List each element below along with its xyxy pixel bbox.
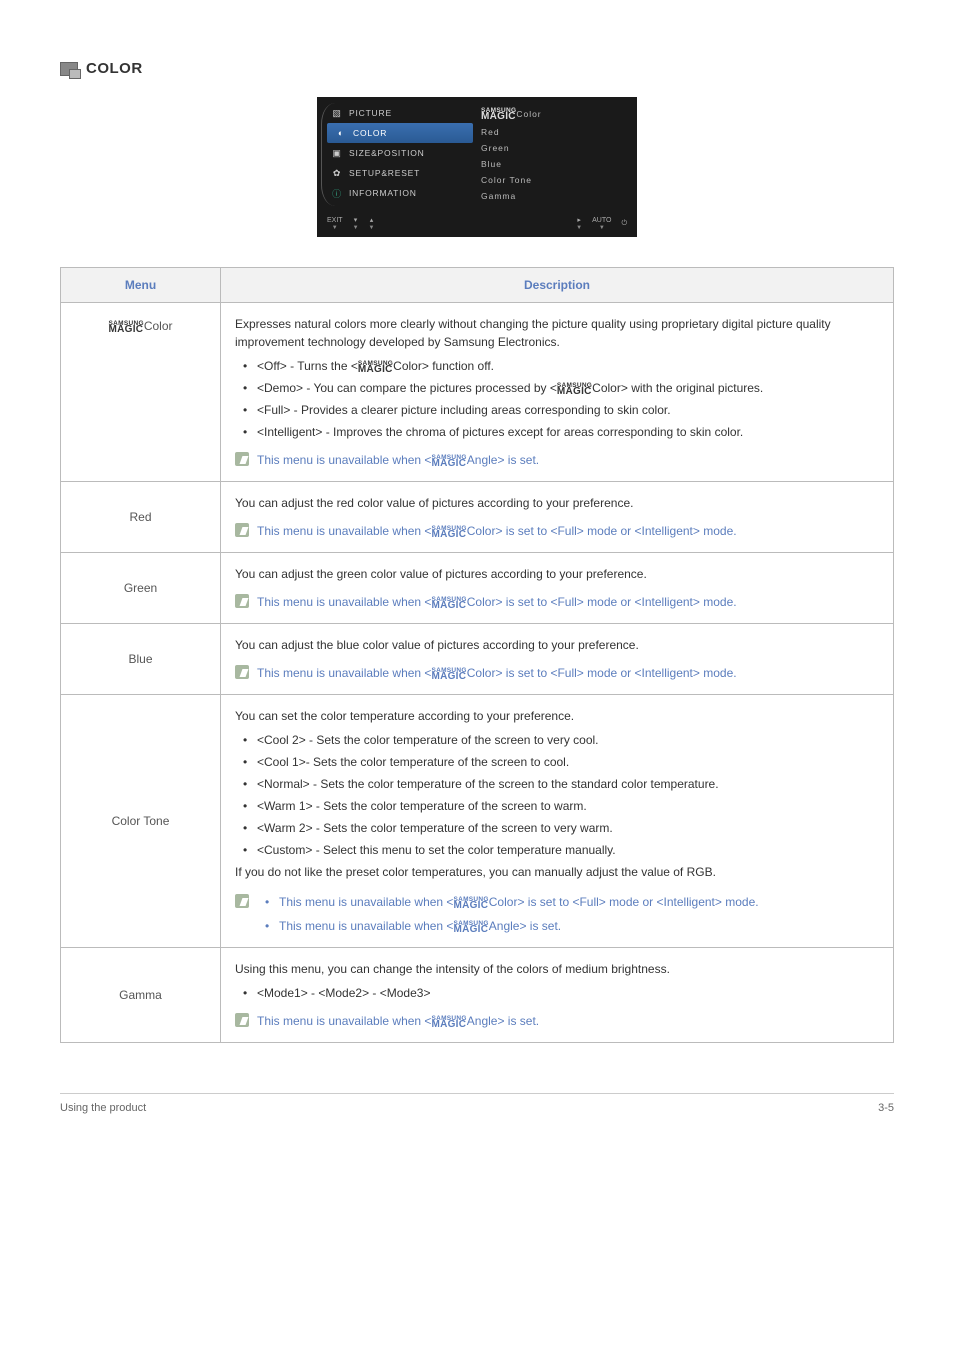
gear-icon: ✿: [331, 167, 343, 179]
description-table: Menu Description SAMSUNGMAGICColor Expre…: [60, 267, 894, 1043]
list-item: <Normal> - Sets the color temperature of…: [235, 775, 879, 793]
note-text: This menu is unavailable when <SAMSUNGMA…: [235, 1012, 879, 1030]
table-header-row: Menu Description: [61, 268, 894, 303]
osd-exit-button: EXIT▼: [327, 217, 343, 231]
osd-right-gamma: Gamma: [481, 188, 629, 204]
osd-right-red: Red: [481, 124, 629, 140]
desc-cell-colortone: You can set the color temperature accord…: [221, 695, 894, 948]
osd-item-setup: ✿SETUP&RESET: [317, 163, 473, 183]
osd-up-button: ▴▼: [369, 216, 375, 231]
colortone-intro: You can set the color temperature accord…: [235, 707, 879, 725]
osd-panel: ▧PICTURE ◐COLOR ▣SIZE&POSITION ✿SETUP&RE…: [317, 97, 637, 237]
osd-right-green: Green: [481, 140, 629, 156]
desc-cell-magiccolor: Expresses natural colors more clearly wi…: [221, 303, 894, 482]
note-icon: [235, 1013, 249, 1027]
list-item: <Full> - Provides a clearer picture incl…: [235, 401, 879, 419]
section-header: COLOR: [60, 60, 894, 77]
osd-power-button: ⏻: [621, 220, 627, 228]
screens-icon: [60, 62, 78, 76]
colortone-afterlist: If you do not like the preset color temp…: [235, 863, 879, 881]
table-row: Red You can adjust the red color value o…: [61, 482, 894, 553]
list-item: <Warm 2> - Sets the color temperature of…: [235, 819, 879, 837]
table-row: SAMSUNGMAGICColor Expresses natural colo…: [61, 303, 894, 482]
menu-cell-colortone: Color Tone: [61, 695, 221, 948]
section-title: COLOR: [86, 60, 143, 77]
note-text: This menu is unavailable when <SAMSUNGMA…: [235, 522, 879, 540]
list-item: <Demo> - You can compare the pictures pr…: [235, 379, 879, 397]
note-icon: [235, 594, 249, 608]
osd-right-blue: Blue: [481, 156, 629, 172]
osd-right-menu: SAMSUNGMAGICColor Red Green Blue Color T…: [477, 97, 637, 212]
menu-cell-blue: Blue: [61, 624, 221, 695]
picture-icon: ▧: [331, 107, 343, 119]
list-item: <Cool 1>- Sets the color temperature of …: [235, 753, 879, 771]
note-icon: [235, 894, 249, 908]
info-icon: ⓘ: [331, 187, 343, 199]
red-text: You can adjust the red color value of pi…: [235, 494, 879, 512]
size-icon: ▣: [331, 147, 343, 159]
osd-right-magiccolor: SAMSUNGMAGICColor: [481, 105, 629, 124]
list-item: <Intelligent> - Improves the chroma of p…: [235, 423, 879, 441]
note-text: This menu is unavailable when <SAMSUNGMA…: [235, 664, 879, 682]
osd-footer: EXIT▼ ▾▼ ▴▼ ▸▼ AUTO▼ ⏻: [317, 212, 637, 233]
desc-cell-gamma: Using this menu, you can change the inte…: [221, 948, 894, 1043]
page-footer: Using the product 3-5: [60, 1093, 894, 1114]
osd-screenshot: ▧PICTURE ◐COLOR ▣SIZE&POSITION ✿SETUP&RE…: [60, 97, 894, 237]
footer-left: Using the product: [60, 1102, 146, 1114]
osd-item-picture: ▧PICTURE: [317, 103, 473, 123]
note-text: This menu is unavailable when <SAMSUNGMA…: [235, 893, 879, 911]
list-item: <Mode1> - <Mode2> - <Mode3>: [235, 984, 879, 1002]
list-item: <Warm 1> - Sets the color temperature of…: [235, 797, 879, 815]
note-icon: [235, 452, 249, 466]
magiccolor-intro: Expresses natural colors more clearly wi…: [235, 315, 879, 351]
note-icon: [235, 523, 249, 537]
note-icon: [235, 665, 249, 679]
note-text: This menu is unavailable when <SAMSUNGMA…: [235, 917, 879, 935]
menu-cell-green: Green: [61, 553, 221, 624]
osd-item-size: ▣SIZE&POSITION: [317, 143, 473, 163]
menu-cell-magiccolor: SAMSUNGMAGICColor: [61, 303, 221, 482]
osd-item-information: ⓘINFORMATION: [317, 183, 473, 203]
table-row: Green You can adjust the green color val…: [61, 553, 894, 624]
osd-auto-button: AUTO▼: [592, 217, 611, 231]
list-item: <Off> - Turns the <SAMSUNGMAGICColor> fu…: [235, 357, 879, 375]
table-row: Blue You can adjust the blue color value…: [61, 624, 894, 695]
green-text: You can adjust the green color value of …: [235, 565, 879, 583]
osd-right-button: ▸▼: [576, 216, 582, 231]
desc-cell-red: You can adjust the red color value of pi…: [221, 482, 894, 553]
list-item: <Cool 2> - Sets the color temperature of…: [235, 731, 879, 749]
osd-down-button: ▾▼: [353, 216, 359, 231]
gamma-intro: Using this menu, you can change the inte…: [235, 960, 879, 978]
menu-cell-red: Red: [61, 482, 221, 553]
osd-right-colortone: Color Tone: [481, 172, 629, 188]
desc-cell-blue: You can adjust the blue color value of p…: [221, 624, 894, 695]
col-header-description: Description: [221, 268, 894, 303]
desc-cell-green: You can adjust the green color value of …: [221, 553, 894, 624]
table-row: Gamma Using this menu, you can change th…: [61, 948, 894, 1043]
blue-text: You can adjust the blue color value of p…: [235, 636, 879, 654]
list-item: <Custom> - Select this menu to set the c…: [235, 841, 879, 859]
menu-cell-gamma: Gamma: [61, 948, 221, 1043]
color-icon: ◐: [335, 127, 347, 139]
col-header-menu: Menu: [61, 268, 221, 303]
osd-item-color: ◐COLOR: [327, 123, 473, 143]
footer-right: 3-5: [878, 1102, 894, 1114]
table-row: Color Tone You can set the color tempera…: [61, 695, 894, 948]
osd-left-menu: ▧PICTURE ◐COLOR ▣SIZE&POSITION ✿SETUP&RE…: [317, 97, 477, 212]
note-text: This menu is unavailable when <SAMSUNGMA…: [235, 593, 879, 611]
note-text: This menu is unavailable when <SAMSUNGMA…: [235, 451, 879, 469]
